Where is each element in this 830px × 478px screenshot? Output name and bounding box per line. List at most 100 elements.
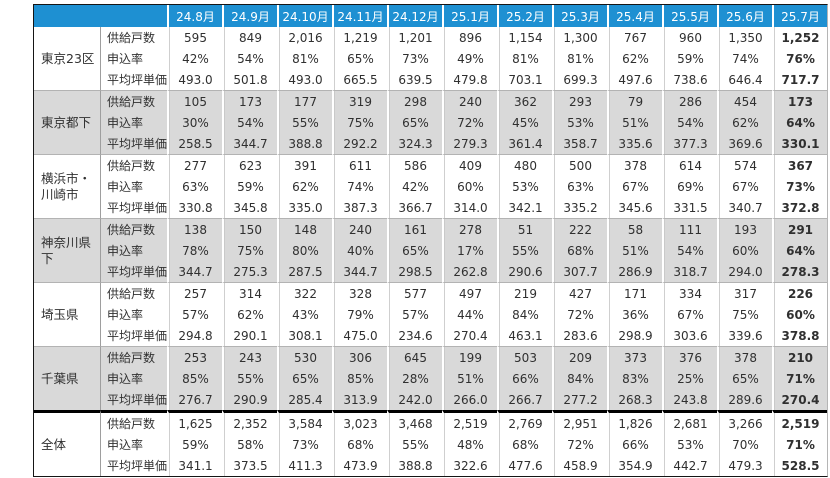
value-cell: 68% — [552, 240, 607, 261]
value-cell: 313.9 — [332, 389, 387, 410]
value-cell: 257 — [167, 282, 222, 304]
value-cell: 243 — [222, 346, 277, 368]
value-cell: 54% — [662, 240, 717, 261]
value-cell: 80% — [277, 240, 332, 261]
column-header: 25.5月 — [662, 5, 717, 27]
value-cell: 81% — [552, 48, 607, 69]
region-label: 神奈川県下 — [34, 218, 101, 282]
value-cell: 55% — [222, 368, 277, 389]
value-cell: 277 — [167, 154, 222, 176]
value-cell: 335.2 — [552, 197, 607, 218]
value-cell: 501.8 — [222, 69, 277, 90]
value-cell: 317 — [717, 282, 772, 304]
value-cell: 111 — [662, 218, 717, 240]
metric-label: 申込率 — [101, 48, 167, 69]
metric-label: 平均坪単価 — [101, 133, 167, 154]
value-cell: 503 — [497, 346, 552, 368]
value-cell: 79% — [332, 304, 387, 325]
region-label: 埼玉県 — [34, 282, 101, 346]
value-cell: 574 — [717, 154, 772, 176]
value-cell: 75% — [332, 112, 387, 133]
value-cell: 42% — [387, 176, 442, 197]
value-cell: 703.1 — [497, 69, 552, 90]
value-cell: 75% — [222, 240, 277, 261]
value-cell: 53% — [662, 434, 717, 455]
table-row: 申込率 85% 55% 65% 85% 28% 51% 66% 84% 83% 25% 65% 71% — [34, 368, 827, 389]
metric-label: 供給戸数 — [101, 410, 167, 434]
value-cell: 298.5 — [387, 261, 442, 282]
value-cell: 83% — [607, 368, 662, 389]
value-cell: 30% — [167, 112, 222, 133]
value-cell: 173 — [772, 90, 827, 112]
value-cell: 60% — [717, 240, 772, 261]
value-cell: 342.1 — [497, 197, 552, 218]
value-cell: 73% — [277, 434, 332, 455]
value-cell: 57% — [167, 304, 222, 325]
value-cell: 388.8 — [277, 133, 332, 154]
value-cell: 3,468 — [387, 410, 442, 434]
value-cell: 334 — [662, 282, 717, 304]
value-cell: 3,266 — [717, 410, 772, 434]
table-body: 東京23区 供給戸数 595 849 2,016 1,219 1,201 896 1,154 1,… — [34, 27, 827, 476]
value-cell: 699.3 — [552, 69, 607, 90]
value-cell: 292.2 — [332, 133, 387, 154]
value-cell: 362 — [497, 90, 552, 112]
column-header: 25.6月 — [717, 5, 772, 27]
value-cell: 665.5 — [332, 69, 387, 90]
metric-label: 供給戸数 — [101, 90, 167, 112]
value-cell: 314 — [222, 282, 277, 304]
value-cell: 66% — [497, 368, 552, 389]
value-cell: 1,300 — [552, 27, 607, 48]
value-cell: 25% — [662, 368, 717, 389]
value-cell: 58% — [222, 434, 277, 455]
table-row: 平均坪単価 344.7 275.3 287.5 344.7 298.5 262.8 290.6… — [34, 261, 827, 282]
value-cell: 64% — [772, 240, 827, 261]
value-cell: 1,219 — [332, 27, 387, 48]
region-label: 東京23区 — [34, 27, 101, 90]
table-row: 申込率 78% 75% 80% 40% 65% 17% 55% 68% 51% 54% 60% 64% — [34, 240, 827, 261]
value-cell: 64% — [772, 112, 827, 133]
value-cell: 275.3 — [222, 261, 277, 282]
metric-label: 平均坪単価 — [101, 261, 167, 282]
value-cell: 78% — [167, 240, 222, 261]
value-cell: 69% — [662, 176, 717, 197]
value-cell: 278.3 — [772, 261, 827, 282]
corner-cell — [34, 5, 167, 27]
value-cell: 65% — [387, 112, 442, 133]
value-cell: 55% — [497, 240, 552, 261]
value-cell: 391 — [277, 154, 332, 176]
table-row: 千葉県 供給戸数 253 243 530 306 645 199 503 209 373 376 378… — [34, 346, 827, 410]
value-cell: 372.8 — [772, 197, 827, 218]
value-cell: 497 — [442, 282, 497, 304]
value-cell: 454 — [717, 90, 772, 112]
value-cell: 65% — [332, 48, 387, 69]
value-cell: 51% — [607, 112, 662, 133]
value-cell: 63% — [167, 176, 222, 197]
value-cell: 717.7 — [772, 69, 827, 90]
value-cell: 67% — [607, 176, 662, 197]
value-cell: 344.7 — [167, 261, 222, 282]
value-cell: 387.3 — [332, 197, 387, 218]
value-cell: 84% — [497, 304, 552, 325]
value-cell: 286 — [662, 90, 717, 112]
value-cell: 3,023 — [332, 410, 387, 434]
value-cell: 298 — [387, 90, 442, 112]
value-cell: 74% — [332, 176, 387, 197]
value-cell: 219 — [497, 282, 552, 304]
value-cell: 70% — [717, 434, 772, 455]
value-cell: 623 — [222, 154, 277, 176]
metric-label: 供給戸数 — [101, 218, 167, 240]
column-header: 25.2月 — [497, 5, 552, 27]
value-cell: 373 — [607, 346, 662, 368]
column-header: 25.7月 — [772, 5, 827, 27]
value-cell: 68% — [332, 434, 387, 455]
value-cell: 388.8 — [387, 455, 442, 476]
value-cell: 279.3 — [442, 133, 497, 154]
value-cell: 71% — [772, 434, 827, 455]
value-cell: 57% — [387, 304, 442, 325]
value-cell: 54% — [222, 112, 277, 133]
value-cell: 150 — [222, 218, 277, 240]
value-cell: 287.5 — [277, 261, 332, 282]
value-cell: 1,625 — [167, 410, 222, 434]
value-cell: 335.0 — [277, 197, 332, 218]
